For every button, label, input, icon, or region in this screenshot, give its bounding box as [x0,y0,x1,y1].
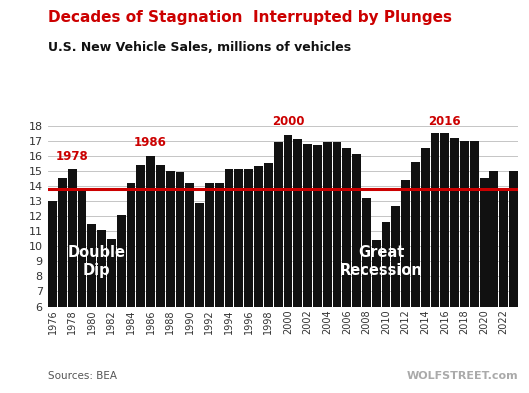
Bar [333,142,341,393]
Bar [441,133,449,393]
Bar [391,206,400,393]
Bar [470,141,479,393]
Bar [58,178,67,393]
Bar [273,142,282,393]
Bar [166,171,175,393]
Text: Great
Recession: Great Recession [340,245,423,277]
Bar [244,169,253,393]
Text: Decades of Stagnation  Interrupted by Plunges: Decades of Stagnation Interrupted by Plu… [48,10,452,25]
Text: 1978: 1978 [56,150,88,163]
Bar [372,240,380,393]
Bar [87,224,96,393]
Text: WOLFSTREET.com: WOLFSTREET.com [407,371,518,381]
Bar [480,178,488,393]
Bar [225,169,233,393]
Bar [303,144,312,393]
Bar [195,203,204,393]
Bar [323,142,332,393]
Bar [78,191,86,393]
Bar [450,138,459,393]
Bar [186,183,194,393]
Text: 2000: 2000 [272,115,304,128]
Bar [284,135,293,393]
Bar [176,173,185,393]
Bar [146,156,155,393]
Bar [352,154,361,393]
Bar [509,171,518,393]
Bar [97,230,106,393]
Bar [48,201,57,393]
Bar [381,222,390,393]
Bar [136,165,145,393]
Bar [431,133,440,393]
Text: Double
Dip: Double Dip [68,245,126,277]
Text: 2016: 2016 [428,115,461,128]
Bar [205,183,214,393]
Bar [264,163,273,393]
Bar [117,215,125,393]
Bar [313,145,322,393]
Text: 1986: 1986 [134,136,167,149]
Bar [362,198,371,393]
Bar [499,187,508,393]
Bar [460,141,469,393]
Text: Sources: BEA: Sources: BEA [48,371,116,381]
Bar [234,169,243,393]
Bar [401,180,410,393]
Bar [411,162,420,393]
Bar [107,239,116,393]
Bar [156,165,165,393]
Bar [489,171,498,393]
Bar [342,148,351,393]
Bar [254,167,263,393]
Bar [421,148,430,393]
Bar [126,183,135,393]
Bar [293,139,302,393]
Bar [68,169,77,393]
Text: U.S. New Vehicle Sales, millions of vehicles: U.S. New Vehicle Sales, millions of vehi… [48,41,351,54]
Bar [215,183,224,393]
